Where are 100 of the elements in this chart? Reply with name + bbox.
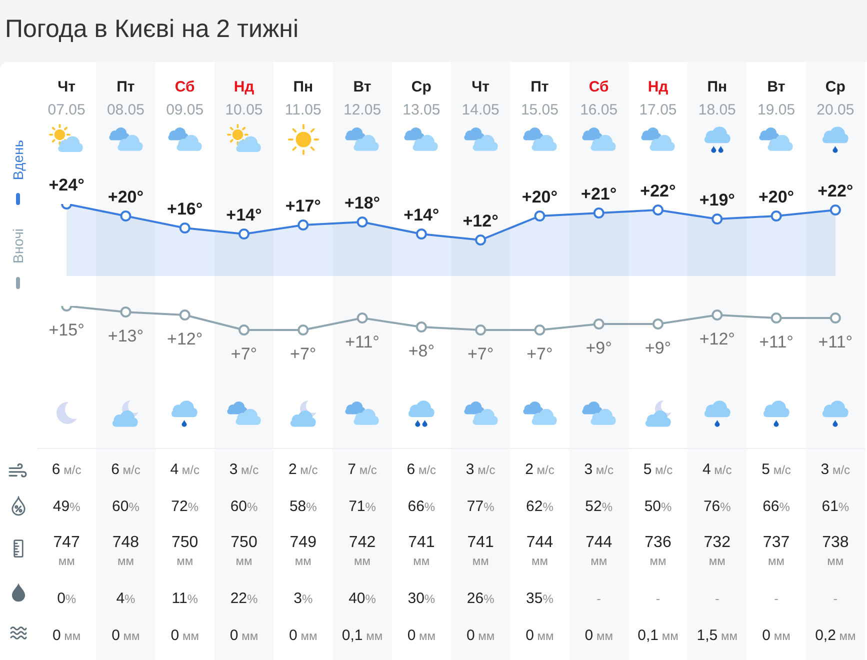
point — [238, 324, 250, 336]
data-label: 49% — [52, 498, 80, 515]
data-label: +19° — [699, 190, 736, 210]
x-tick-label: Ср 13.05 — [402, 78, 440, 118]
data-label: +12° — [699, 330, 735, 348]
data-label: 22% — [230, 590, 258, 607]
x-tick-label: Вт 12.05 — [344, 78, 382, 118]
point — [179, 222, 190, 234]
data-label: 6 м/с — [406, 461, 436, 478]
data-label: - — [654, 590, 662, 608]
point — [593, 208, 604, 218]
data-label: +7° — [467, 344, 494, 364]
x-tick-label: Сб 16.05 — [580, 78, 618, 118]
data-label: 4% — [116, 590, 136, 607]
data-label: 0,2 мм — [815, 627, 856, 644]
data-label: 0 мм — [466, 627, 495, 644]
data-label: 26% — [466, 590, 494, 607]
point — [534, 324, 546, 336]
data-label: 750 мм — [170, 533, 200, 569]
data-label: 4 м/с — [170, 461, 200, 478]
data-label: 50% — [644, 498, 672, 515]
x-tick-label: Пт 08.05 — [106, 78, 144, 118]
point — [298, 324, 309, 336]
chart-title: Погода в Києві на 2 тижні — [5, 14, 299, 45]
point — [712, 310, 723, 320]
x-tick-label: Пн 11.05 — [284, 78, 322, 118]
x-tick-label: Пт 15.05 — [520, 78, 558, 118]
data-label: 6 м/с — [52, 461, 82, 478]
point — [770, 312, 782, 324]
data-label: +11° — [345, 332, 380, 352]
data-label: +9° — [644, 338, 672, 358]
data-label: +20° — [108, 188, 144, 206]
data-label: +11° — [759, 332, 794, 352]
data-label: 2 м/с — [288, 461, 318, 478]
data-label: 0 мм — [762, 627, 790, 644]
data-label: 741 мм — [466, 533, 495, 569]
data-label: 0 мм — [584, 627, 613, 644]
data-label: 60% — [230, 498, 258, 515]
data-label: - — [714, 590, 720, 608]
data-label: +15° — [48, 320, 84, 340]
data-label: 7 м/с — [348, 461, 377, 478]
data-label: 0 мм — [112, 627, 140, 644]
x-tick-label: Нд 10.05 — [225, 78, 263, 118]
data-label: 0 мм — [407, 627, 436, 644]
data-label: +12° — [167, 330, 203, 348]
text: Вночі — [10, 228, 26, 264]
data-label: 3 м/с — [466, 461, 496, 478]
data-label: 6 м/с — [111, 461, 140, 478]
x-tick-label: Вт 19.05 — [758, 78, 796, 118]
data-label: - — [773, 590, 780, 608]
data-label: 748 мм — [111, 533, 140, 569]
data-label: 1,5 мм — [696, 627, 738, 644]
data-label: 0 мм — [170, 627, 199, 644]
data-label: 52% — [585, 498, 613, 515]
data-label: 76% — [703, 498, 731, 515]
point — [652, 318, 664, 330]
data-label: 0 мм — [289, 627, 318, 644]
data-label: 732 мм — [702, 533, 732, 569]
data-label: +22° — [818, 182, 854, 200]
data-label: 62% — [526, 498, 554, 515]
point — [298, 220, 309, 230]
point — [416, 322, 427, 332]
data-label: +17° — [285, 196, 322, 216]
point — [830, 204, 841, 216]
data-label: 744 мм — [525, 533, 554, 569]
data-label: +14° — [226, 206, 262, 224]
data-label: +8° — [408, 342, 435, 360]
x-tick-label: Чт 14.05 — [462, 78, 500, 118]
data-label: 3 м/с — [584, 461, 614, 478]
data-label: 35% — [526, 590, 554, 607]
data-label: 71% — [348, 498, 376, 515]
data-label: 3% — [294, 590, 313, 607]
data-label: 0% — [57, 590, 76, 607]
data-label: 738 мм — [821, 533, 850, 569]
data-label: 742 мм — [348, 533, 377, 569]
data-label: 3 м/с — [820, 461, 850, 478]
data-label: 747 мм — [52, 533, 81, 569]
data-label: +24° — [48, 176, 85, 194]
point — [356, 312, 368, 324]
data-label: 737 мм — [762, 533, 791, 569]
data-label: +22° — [640, 182, 676, 200]
data-label: 3 м/с — [229, 461, 259, 478]
data-label: +12° — [462, 212, 499, 230]
point — [712, 214, 723, 224]
point — [534, 210, 546, 222]
data-label: 61% — [822, 498, 850, 515]
data-label: 0 мм — [52, 627, 81, 644]
x-tick-label: Нд 17.05 — [639, 78, 677, 118]
x-tick-label: Пн 18.05 — [698, 78, 736, 118]
point — [652, 204, 664, 216]
data-label: +14° — [404, 206, 440, 224]
data-label: - — [596, 590, 602, 608]
data-label: 58% — [289, 498, 317, 515]
data-label: 72% — [171, 498, 199, 515]
data-label: +7° — [526, 344, 553, 364]
data-label: 30% — [408, 590, 436, 607]
data-label: +7° — [230, 344, 258, 364]
data-label: +13° — [108, 326, 144, 346]
data-label: 0 мм — [526, 627, 554, 644]
data-label: 741 мм — [407, 533, 436, 569]
